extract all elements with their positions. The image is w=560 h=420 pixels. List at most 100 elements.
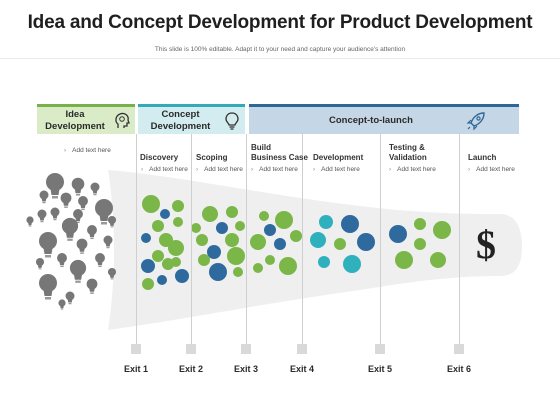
concept-dot	[235, 221, 245, 231]
header-concept-development: Concept Development	[138, 104, 245, 134]
concept-dot	[216, 222, 228, 234]
concept-dot	[414, 238, 426, 250]
lightbulb-icon	[60, 192, 72, 208]
concept-dot	[142, 278, 154, 290]
concept-dot	[265, 255, 275, 265]
stage-scoping: Scoping	[196, 153, 228, 162]
stage-discovery: Discovery	[140, 153, 179, 162]
lightbulb-icon	[107, 267, 117, 280]
lightbulb-icon	[86, 278, 98, 294]
separator-4	[302, 134, 303, 344]
stage-build-business-case: Build Business Case	[251, 143, 308, 162]
concept-dot	[225, 233, 239, 247]
exit-marker-6	[454, 344, 464, 354]
exit-label-3: Exit 3	[233, 364, 258, 374]
exit-label-4: Exit 4	[289, 364, 314, 374]
stage-note-build-business-case: Add text here	[251, 166, 298, 173]
concept-dot	[290, 230, 302, 242]
exit-marker-4	[297, 344, 307, 354]
header-idea-development: Idea Development	[37, 104, 135, 134]
concept-dot	[207, 245, 221, 259]
concept-dot	[157, 275, 167, 285]
exit-marker-1	[131, 344, 141, 354]
lightbulb-icon	[87, 225, 97, 240]
exit-label-6: Exit 6	[446, 364, 471, 374]
separator-1	[136, 134, 137, 344]
concept-dot	[160, 209, 170, 219]
concept-dot	[310, 232, 326, 248]
lightbulb-icon	[90, 182, 100, 196]
lightbulb-icon	[39, 190, 49, 204]
concept-dot	[395, 251, 413, 269]
lightbulb-icon	[61, 217, 79, 241]
lightbulb-icon	[73, 209, 83, 224]
concept-dot	[259, 211, 269, 221]
concept-dot	[279, 257, 297, 275]
concept-dot	[162, 258, 174, 270]
exit-label-2: Exit 2	[178, 364, 203, 374]
concept-dot	[357, 233, 375, 251]
concept-dot	[152, 250, 164, 262]
lightbulb-icon	[39, 232, 57, 258]
lightbulb-icon	[26, 216, 34, 227]
lightbulb-icon	[39, 274, 57, 300]
stage-note-scoping: Add text here	[196, 166, 243, 173]
exit-marker-5	[375, 344, 385, 354]
rocket-icon	[463, 108, 489, 134]
concept-dot	[318, 256, 330, 268]
concept-dot	[341, 215, 359, 233]
header-concept-to-launch: Concept-to-launch	[249, 104, 519, 134]
concept-dot	[202, 206, 218, 222]
dollar-icon: $	[476, 222, 496, 267]
concept-dots	[141, 195, 451, 290]
lightbulb-icon	[50, 207, 60, 221]
header-concept-label: Concept Development	[150, 108, 211, 132]
exit-marker-2	[186, 344, 196, 354]
page-subtitle: This slide is 100% editable. Adapt it to…	[154, 46, 406, 53]
concept-dot	[264, 224, 276, 236]
stage-development: Development	[313, 153, 364, 162]
lightbulb-icon	[37, 209, 47, 223]
concept-dot	[173, 217, 183, 227]
exit-label-1: Exit 1	[123, 364, 148, 374]
concept-dot	[343, 255, 361, 273]
lightbulb-icon	[95, 199, 113, 225]
lightbulb-icon	[219, 108, 245, 134]
separator-2	[191, 134, 192, 344]
separator-6	[459, 134, 460, 344]
lightbulb-icon	[46, 173, 64, 199]
lightbulb-icon	[71, 177, 85, 196]
concept-dot	[275, 211, 293, 229]
concept-dot	[226, 206, 238, 218]
concept-dot	[334, 238, 346, 250]
concept-dot	[250, 234, 266, 250]
lightbulb-icon	[35, 257, 45, 270]
concept-dot	[414, 218, 426, 230]
concept-dot	[389, 225, 407, 243]
concept-dot	[209, 263, 227, 281]
stage-note-testing-validation: Add text here	[389, 166, 436, 173]
concept-dot	[430, 252, 446, 268]
concept-dot	[319, 215, 333, 229]
stage-testing-validation: Testing & Validation	[389, 143, 427, 162]
stage-launch: Launch	[468, 153, 497, 162]
lightbulb-icon	[76, 238, 88, 254]
concept-dot	[196, 234, 208, 246]
separator-5	[380, 134, 381, 344]
separator-3	[246, 134, 247, 344]
concept-dot	[227, 247, 245, 265]
title-divider	[0, 58, 560, 59]
head-idea-icon	[109, 108, 135, 134]
idea-note: Add text here	[64, 147, 111, 154]
lightbulb-icon	[95, 253, 105, 268]
concept-dot	[233, 267, 243, 277]
idea-bulbs	[26, 173, 117, 310]
concept-dot	[152, 220, 164, 232]
concept-dot	[175, 269, 189, 283]
header-idea-label: Idea Development	[45, 108, 105, 132]
concept-dot	[168, 240, 184, 256]
concept-dot	[172, 200, 184, 212]
lightbulb-icon	[57, 253, 67, 268]
concept-dot	[433, 221, 451, 239]
